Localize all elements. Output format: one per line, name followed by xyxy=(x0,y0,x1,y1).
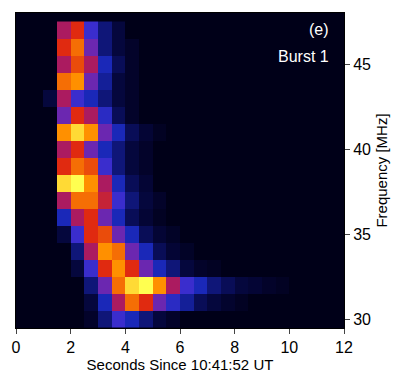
svg-text:4: 4 xyxy=(121,339,130,356)
svg-text:2: 2 xyxy=(66,339,75,356)
svg-text:45: 45 xyxy=(353,56,371,73)
svg-text:(e): (e) xyxy=(309,21,329,38)
svg-text:Seconds Since 10:41:52 UT: Seconds Since 10:41:52 UT xyxy=(87,356,274,373)
svg-text:8: 8 xyxy=(230,339,239,356)
svg-text:12: 12 xyxy=(335,339,353,356)
svg-text:Frequency [MHz]: Frequency [MHz] xyxy=(373,113,390,227)
svg-text:30: 30 xyxy=(353,311,371,328)
svg-text:0: 0 xyxy=(12,339,21,356)
svg-text:35: 35 xyxy=(353,226,371,243)
svg-text:6: 6 xyxy=(176,339,185,356)
svg-text:40: 40 xyxy=(353,141,371,158)
svg-text:10: 10 xyxy=(280,339,298,356)
svg-text:Burst 1: Burst 1 xyxy=(278,48,329,65)
